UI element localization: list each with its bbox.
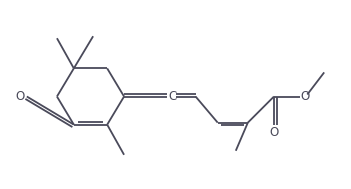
Text: O: O: [269, 126, 279, 139]
Text: C: C: [168, 90, 177, 103]
Text: O: O: [300, 90, 310, 103]
Text: O: O: [15, 90, 24, 103]
